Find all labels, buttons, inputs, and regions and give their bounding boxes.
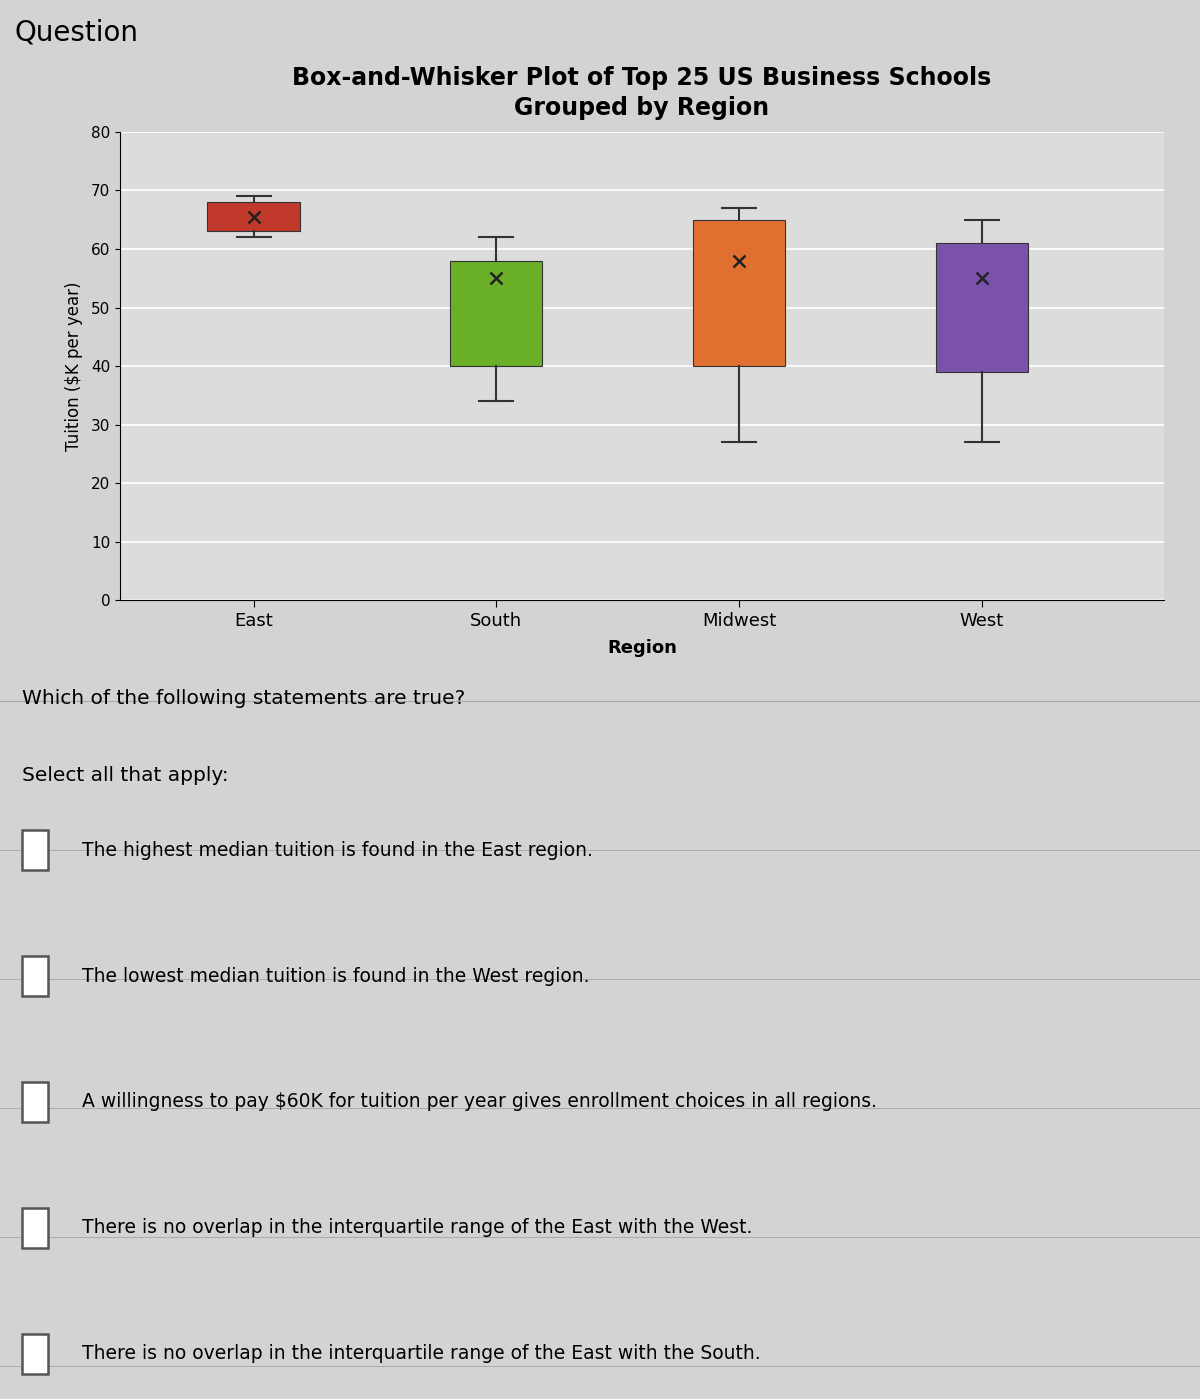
Bar [22,1081,48,1122]
Text: Which of the following statements are true?: Which of the following statements are tr… [22,690,464,708]
Bar [22,956,48,996]
Bar [22,1207,48,1248]
Text: Select all that apply:: Select all that apply: [22,767,228,785]
Bar [936,243,1028,372]
Text: The highest median tuition is found in the East region.: The highest median tuition is found in t… [82,841,593,860]
Bar [22,1333,48,1374]
Text: The lowest median tuition is found in the West region.: The lowest median tuition is found in th… [82,967,589,985]
Bar [22,830,48,870]
Bar [208,201,300,231]
Title: Box-and-Whisker Plot of Top 25 US Business Schools
Grouped by Region: Box-and-Whisker Plot of Top 25 US Busine… [293,66,991,120]
Text: A willingness to pay $60K for tuition per year gives enrollment choices in all r: A willingness to pay $60K for tuition pe… [82,1093,876,1111]
Text: There is no overlap in the interquartile range of the East with the West.: There is no overlap in the interquartile… [82,1219,752,1237]
X-axis label: Region: Region [607,638,677,656]
Y-axis label: Tuition ($K per year): Tuition ($K per year) [65,281,83,450]
Bar [692,220,785,367]
Text: Question: Question [14,18,138,46]
Bar [450,260,542,367]
Text: There is no overlap in the interquartile range of the East with the South.: There is no overlap in the interquartile… [82,1344,761,1363]
